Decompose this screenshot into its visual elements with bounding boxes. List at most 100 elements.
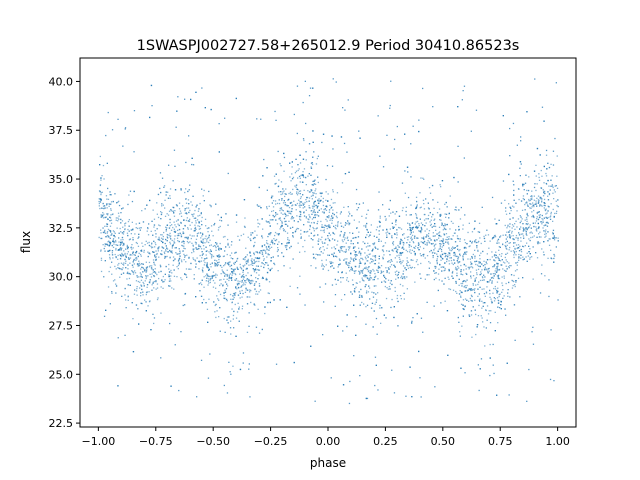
scatter-point [448,252,450,254]
scatter-point [500,202,503,204]
scatter-point [217,264,220,266]
scatter-point [523,258,525,260]
scatter-point [314,183,317,185]
scatter-point [101,216,103,218]
scatter-point [511,227,513,229]
scatter-point [518,247,520,249]
scatter-point [214,245,217,247]
scatter-point [219,219,221,221]
scatter-point [156,252,158,255]
scatter-point [219,225,221,228]
scatter-point [302,246,304,248]
scatter-point [553,189,555,191]
scatter-point [182,250,184,252]
scatter-point [208,237,210,239]
scatter-point [170,210,172,212]
scatter-point [350,239,352,242]
scatter-point [160,270,162,273]
scatter-point [317,202,320,204]
scatter-point [464,242,467,244]
scatter-point [441,222,443,224]
scatter-point [460,273,462,275]
scatter-point [382,245,384,248]
scatter-point [170,250,172,253]
scatter-point [284,202,286,204]
scatter-point [142,294,144,296]
scatter-point [392,250,394,252]
scatter-point [353,355,355,357]
scatter-point [508,249,510,251]
scatter-point [224,235,226,238]
scatter-point [159,239,161,241]
scatter-point [425,222,427,224]
scatter-point [248,368,250,370]
scatter-point [510,235,512,237]
scatter-point [552,233,554,235]
scatter-point [392,241,395,243]
scatter-point [355,236,357,239]
scatter-point [454,209,456,211]
scatter-point [445,252,447,255]
scatter-point [209,281,211,284]
scatter-point [214,259,216,261]
scatter-point [466,279,468,281]
scatter-point [335,81,337,83]
scatter-point [493,372,495,375]
scatter-point [124,287,126,290]
scatter-point [288,206,291,209]
scatter-point [445,233,448,235]
scatter-point [433,219,435,221]
scatter-point [348,402,351,405]
scatter-point [515,280,517,282]
scatter-point [227,262,229,264]
scatter-point [330,198,333,201]
scatter-point [161,279,163,281]
scatter-point [377,209,380,211]
scatter-point [387,288,389,290]
scatter-point [190,237,192,240]
scatter-point [354,288,356,290]
scatter-point [230,320,232,322]
scatter-point [197,248,199,250]
scatter-point [220,216,222,219]
scatter-point [385,278,387,280]
scatter-point [196,396,198,398]
scatter-point [309,215,311,218]
scatter-point [189,224,191,226]
scatter-point [398,215,401,217]
scatter-point [542,189,544,191]
scatter-point [413,250,415,253]
scatter-point [494,218,496,220]
scatter-point [100,199,102,201]
scatter-point [272,210,275,212]
scatter-point [373,263,376,265]
scatter-point [304,201,306,204]
scatter-point [179,210,182,212]
scatter-point [383,245,385,247]
scatter-point [355,286,357,288]
scatter-point [266,256,268,258]
scatter-point [534,78,536,80]
scatter-point [160,191,162,194]
scatter-point [538,176,540,179]
scatter-point [215,303,217,306]
scatter-point [214,264,216,267]
scatter-point [185,274,187,276]
scatter-point [355,270,357,272]
scatter-point [420,226,422,229]
scatter-point [297,164,299,166]
scatter-point [456,272,458,274]
scatter-point [180,277,182,279]
scatter-point [489,343,491,346]
scatter-point [477,249,479,251]
scatter-point [556,155,558,157]
scatter-point [436,261,438,264]
scatter-point [212,279,215,282]
scatter-point [234,268,236,270]
scatter-point [362,241,364,243]
scatter-point [378,262,380,264]
scatter-point [269,243,271,246]
scatter-point [158,256,160,258]
scatter-point [509,226,511,228]
scatter-point [246,331,249,333]
